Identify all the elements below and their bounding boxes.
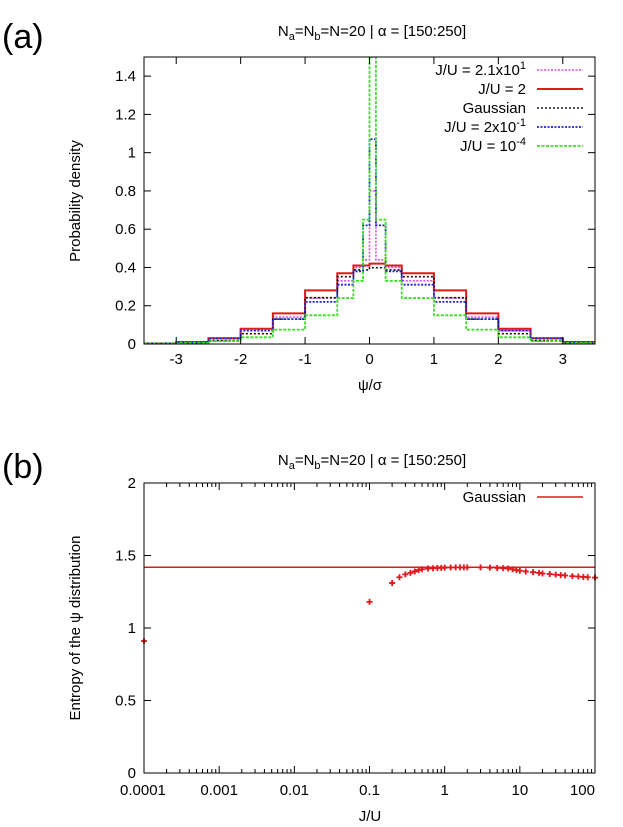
panel-a-title: Na=Nb=N=20 | α = [150:250] (278, 23, 466, 43)
panel-b-ylabel: Entropy of the ψ distribution (67, 536, 84, 721)
data-point-35 (569, 573, 576, 580)
panel-b-title: Na=Nb=N=20 | α = [150:250] (278, 452, 466, 472)
panel-b-axes: 0.0001 0.001 0.01 0.1 1 10 100 0 0.5 1 1.5 2 (115, 475, 596, 799)
x-tick-label-4: 1 (440, 782, 448, 799)
y-tick-label-3: 0.6 (115, 221, 136, 238)
data-point-19 (477, 564, 484, 571)
y-tick-label-3: 1.5 (115, 548, 136, 565)
data-point-21 (494, 564, 501, 571)
panel-b: (b) Na=Nb=N=20 | α = [150:250] 0.0001 0.0… (2, 448, 598, 825)
data-point-26 (516, 567, 523, 574)
x-tick-label-3: 0 (365, 351, 373, 368)
x-tick-label-0: -3 (170, 351, 183, 368)
y-tick-label-6: 1.2 (115, 106, 136, 123)
data-point-20 (486, 564, 493, 571)
y-tick-label-5: 1 (128, 145, 136, 162)
x-tick-label-2: -1 (298, 351, 311, 368)
data-point-13 (441, 564, 448, 571)
panel-a-xlabel: ψ/σ (358, 377, 383, 394)
data-point-28 (530, 569, 537, 576)
panel-a-data-layer (144, 57, 595, 344)
y-tick-label-2: 0.4 (115, 259, 136, 276)
x-tick-label-3: 0.1 (359, 782, 380, 799)
x-tick-label-1: -2 (234, 351, 247, 368)
legend-label-4: J/U = 10-4 (460, 136, 526, 155)
data-point-18 (464, 564, 471, 571)
panel-b-xlabel: J/U (359, 808, 382, 825)
data-point-6 (411, 568, 418, 575)
data-point-30 (539, 570, 546, 577)
panel-a-ylabel: Probability density (67, 140, 84, 262)
legend-label-gaussian: Gaussian (463, 489, 526, 506)
data-point-9 (424, 565, 431, 572)
panel-a: (a) Na=Nb=N=20 | α = [150:250] -3 -2 -1 0 1 2… (2, 18, 596, 394)
y-tick-label-7: 1.4 (115, 68, 136, 85)
data-point-1 (366, 598, 373, 605)
x-tick-label-5: 10 (511, 782, 528, 799)
data-point-36 (575, 573, 582, 580)
x-tick-label-6: 3 (559, 351, 567, 368)
series-line-2 (144, 266, 595, 344)
x-tick-label-0: 0.0001 (120, 782, 166, 799)
panel-b-data-layer (141, 564, 598, 645)
legend-label-0: J/U = 2.1x101 (435, 60, 526, 79)
x-tick-label-5: 2 (494, 351, 502, 368)
data-point-31 (546, 571, 553, 578)
legend-label-2: Gaussian (463, 100, 526, 117)
y-tick-label-1: 0.5 (115, 693, 136, 710)
data-point-8 (419, 566, 426, 573)
data-point-3 (396, 574, 403, 581)
y-tick-label-4: 2 (128, 475, 136, 492)
x-tick-label-1: 0.001 (200, 782, 238, 799)
panel-b-label: (b) (2, 448, 44, 486)
x-tick-label-6: 100 (570, 782, 595, 799)
data-point-5 (407, 569, 414, 576)
y-tick-label-1: 0.2 (115, 298, 136, 315)
data-point-32 (552, 571, 559, 578)
data-point-4 (402, 571, 409, 578)
legend-label-3: J/U = 2x10-1 (444, 117, 526, 136)
data-point-2 (389, 580, 396, 587)
x-tick-label-4: 1 (430, 351, 438, 368)
y-tick-label-0: 0 (128, 336, 136, 353)
panel-b-plot-frame (143, 482, 596, 774)
series-line-1 (144, 262, 595, 344)
y-tick-label-4: 0.8 (115, 183, 136, 200)
y-tick-label-0: 0 (128, 765, 136, 782)
data-point-14 (447, 564, 454, 571)
panel-a-label: (a) (2, 18, 44, 56)
y-tick-label-2: 1 (128, 620, 136, 637)
data-point-34 (562, 572, 569, 579)
x-tick-label-2: 0.01 (280, 782, 309, 799)
panel-a-axes: -3 -2 -1 0 1 2 3 0 0.2 0.4 0.6 0.8 1 1.2 1.4 (115, 57, 595, 368)
panel-b-legend: Gaussian (463, 489, 583, 506)
legend-label-1: J/U = 2 (478, 81, 526, 98)
data-point-27 (522, 568, 529, 575)
data-point-38 (584, 574, 591, 581)
data-point-22 (500, 565, 507, 572)
